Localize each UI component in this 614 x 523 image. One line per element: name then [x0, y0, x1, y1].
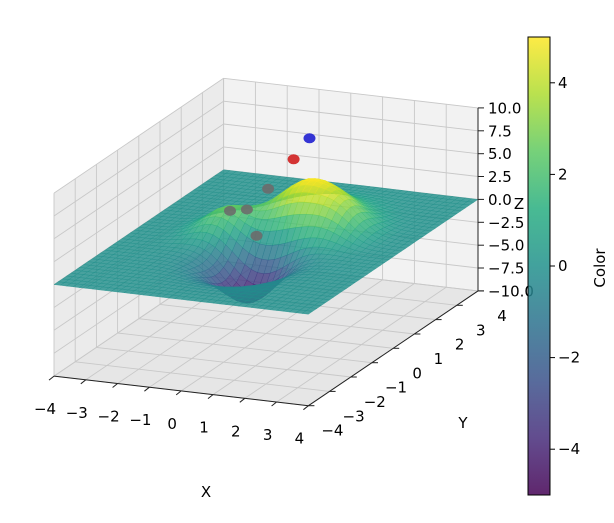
marker-point [262, 184, 274, 194]
x-tick [176, 391, 181, 395]
x-tick [81, 380, 86, 384]
z-tick-label: 5.0 [488, 145, 512, 163]
colorbar-tick-label: 4 [558, 74, 568, 92]
x-axis-label: X [201, 483, 211, 501]
x-tick-label: −1 [129, 411, 151, 429]
y-tick-label: −2 [364, 393, 386, 411]
z-tick-label: −7.5 [488, 260, 524, 278]
y-axis-label: Y [457, 414, 468, 432]
x-tick-label: 4 [295, 430, 305, 448]
z-tick-label: 10.0 [488, 99, 521, 117]
x-tick-label: 1 [199, 419, 209, 437]
y-tick-label: −3 [343, 407, 365, 425]
x-tick [144, 387, 149, 391]
z-axis-label: Z [514, 195, 524, 213]
z-tick-label: −5.0 [488, 237, 524, 255]
x-tick [49, 376, 54, 380]
y-tick-label: 3 [476, 321, 486, 339]
y-tick-label: 4 [497, 307, 507, 325]
colorbar-label: Color [591, 248, 609, 288]
y-tick-label: 1 [434, 350, 444, 368]
x-tick-label: 2 [231, 422, 241, 440]
colorbar-tick-label: 0 [558, 257, 568, 275]
x-tick [208, 395, 213, 399]
colorbar-tick-label: −4 [558, 440, 580, 458]
colorbar-tick-label: −2 [558, 349, 580, 367]
marker-point [251, 231, 263, 241]
marker-point [224, 206, 236, 216]
x-tick-label: −2 [98, 408, 120, 426]
y-tick-label: 0 [412, 364, 422, 382]
colorbar-tick-label: 2 [558, 165, 568, 183]
colorbar: −4 −2 0 2 4 [528, 37, 580, 495]
z-tick-label: 2.5 [488, 168, 512, 186]
z-tick-label: −2.5 [488, 214, 524, 232]
z-tick-label: −10.0 [488, 282, 534, 300]
x-tick-label: −3 [66, 404, 88, 422]
x-tick [272, 402, 277, 406]
colorbar-gradient [528, 37, 550, 495]
y-tick-label: −1 [385, 379, 407, 397]
x-tick [303, 406, 308, 410]
x-tick-label: 3 [263, 426, 273, 444]
marker-point [288, 154, 300, 164]
x-tick [113, 384, 118, 388]
x-tick-label: 0 [167, 415, 177, 433]
y-tick-label: −4 [321, 422, 343, 440]
z-tick-label: 7.5 [488, 122, 512, 140]
x-tick-label: −4 [34, 400, 56, 418]
y-tick-label: 2 [455, 336, 465, 354]
marker-point [304, 133, 316, 143]
marker-point [241, 205, 253, 215]
z-tick-label: 0.0 [488, 191, 512, 209]
x-tick [240, 398, 245, 402]
